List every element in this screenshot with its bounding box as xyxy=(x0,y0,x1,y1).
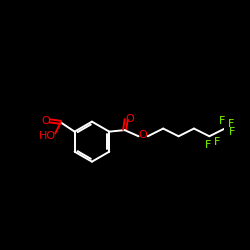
Text: F: F xyxy=(228,119,234,129)
Text: F: F xyxy=(218,116,225,126)
Text: O: O xyxy=(138,130,147,140)
Text: HO: HO xyxy=(39,131,56,141)
Text: O: O xyxy=(42,116,50,126)
Text: F: F xyxy=(229,127,236,137)
Text: F: F xyxy=(214,138,220,147)
Text: F: F xyxy=(205,140,211,150)
Text: O: O xyxy=(126,114,134,124)
